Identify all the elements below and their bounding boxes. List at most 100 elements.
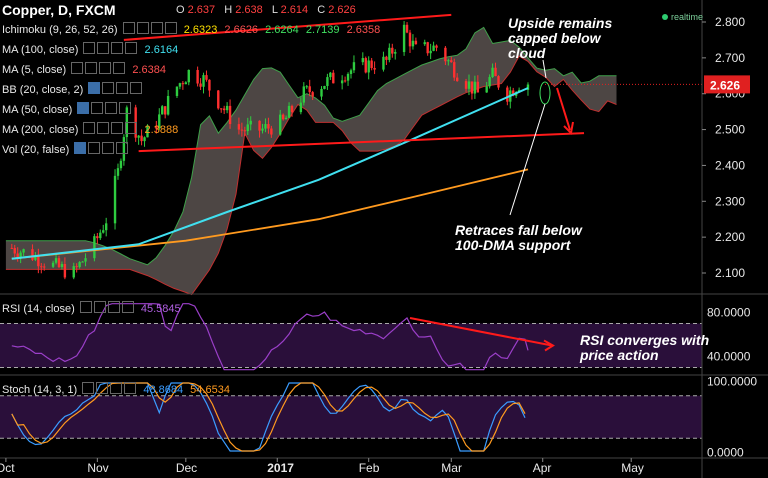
candle [96,236,99,239]
low-value: 2.614 [280,4,309,16]
legend-bb[interactable]: BB (20, close, 2) [2,82,143,98]
candle [166,95,170,115]
candle [405,24,409,33]
candle [512,90,515,96]
candle [485,86,488,93]
candle [84,258,87,262]
candle [57,258,61,268]
candle [373,68,376,70]
eye-icon [79,301,92,313]
realtime-dot-icon [662,14,668,20]
candle [411,40,415,47]
candle [208,79,211,91]
candle [63,264,67,278]
candle [119,160,123,169]
eye-icon [71,62,84,74]
candle [284,117,288,120]
eye-icon [122,22,135,34]
more-icon [113,62,126,74]
candle [258,120,261,131]
candle [361,58,364,63]
legend-vol[interactable]: Vol (20, false) [2,142,129,158]
candle [267,124,270,129]
close-icon [150,22,163,34]
candle [426,42,429,54]
candle [320,88,323,97]
price-tick-label: 2.200 [715,230,745,244]
legend-ma100[interactable]: MA (100, close) 2.6164 [2,42,179,56]
candle [220,108,223,110]
candle [323,85,326,89]
candle [37,255,40,267]
candle [329,72,332,78]
eye-icon [83,42,96,54]
candle [264,124,267,129]
time-tick-label: Nov [87,461,108,475]
close-value: 2.626 [328,4,356,16]
candle [287,105,291,118]
ohlc-readout: O 2.637 H 2.638 L 2.614 C 2.626 [176,4,356,16]
candle [526,84,530,90]
annotation-retrace: Retraces fall below 100-DMA support [455,222,582,253]
candle [349,70,353,74]
candle [143,137,146,142]
legend-rsi[interactable]: RSI (14, close) 45.5845 [2,301,181,315]
annotation-upside: Upside remains capped below cloud [508,15,613,61]
candle [429,50,432,54]
candle [435,45,438,48]
candle [346,73,350,81]
candle [332,72,335,84]
candle [31,249,34,260]
candle [184,82,188,85]
stoch-panel: 100.0000 0.0000 [0,375,757,459]
candle [491,67,494,78]
candle [455,77,459,82]
candle [382,56,385,70]
legend-ma200[interactable]: MA (200, close) 2.3888 [2,122,179,136]
candle [161,106,164,115]
candle [202,75,205,87]
time-tick-label: May [621,461,644,475]
candle [19,252,22,258]
stoch-tick-label: 0.0000 [707,445,744,459]
downside-arrow [556,87,571,131]
candle [473,81,477,94]
candle [464,81,468,89]
candle [311,92,314,97]
candle [16,253,19,258]
rsi-line [11,303,529,371]
candle [290,105,294,113]
legend-ichimoku[interactable]: Ichimoku (9, 26, 52, 26) 2.6323 2.6626 2… [2,22,381,36]
candle [228,105,232,125]
candle [217,90,220,109]
candle [102,230,105,233]
candle [476,81,480,93]
gear-icon [136,22,149,34]
close-icon [110,382,123,394]
candle [137,135,140,138]
candle [104,223,108,231]
candle [408,32,412,47]
price-tick-label: 2.800 [715,15,745,29]
legend-ma50[interactable]: MA (50, close) [2,102,132,118]
candle [240,129,244,131]
candle [343,80,347,82]
gear-icon [96,382,109,394]
more-icon [125,42,138,54]
gear-icon [97,42,110,54]
rsi-tick-label: 40.0000 [707,350,751,364]
candle [34,255,37,260]
candle [414,40,418,45]
candle [178,83,182,87]
candle [370,60,373,69]
candle [93,236,96,259]
price-badge-label: 2.626 [710,78,740,92]
candle [326,77,329,86]
legend-stoch[interactable]: Stoch (14, 3, 1) 48.8684 54.6534 [2,382,230,396]
legend-ma5[interactable]: MA (5, close) 2.6384 [2,62,166,76]
candle [81,261,84,263]
cloud-span-b [5,55,617,296]
candle [13,248,16,254]
candle [51,262,55,267]
